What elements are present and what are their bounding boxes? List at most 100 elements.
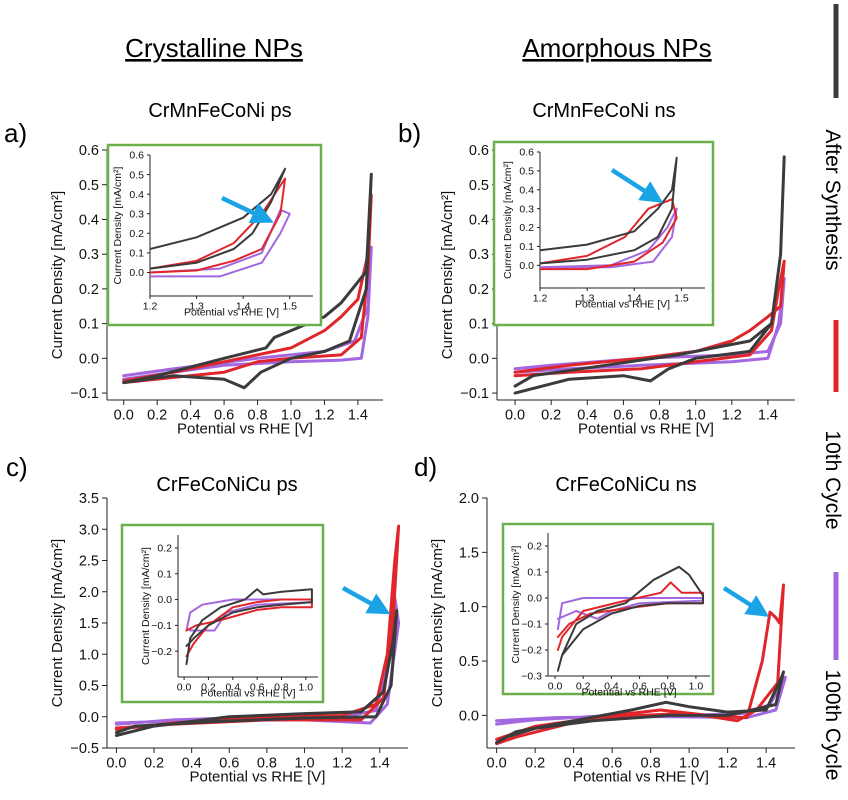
legend: After Synthesis 10th Cycle 100th Cycle xyxy=(821,4,844,780)
x-tick-label: 0.0 xyxy=(548,681,563,693)
y-tick-label: 0.3 xyxy=(79,247,99,263)
y-tick-label: 0.6 xyxy=(129,150,144,162)
x-tick-label: 1.2 xyxy=(332,756,352,772)
x-tick-label: 0.2 xyxy=(201,682,216,694)
y-tick-label: −0.1 xyxy=(151,620,172,632)
panel-c: 0.0 0.2 0.4 0.6 0.8 1.0 1.2 1.4 −0.5 0.0 0.5 1.0 1.5… xyxy=(49,491,408,786)
x-tick-label: 1.2 xyxy=(722,408,742,424)
y-tick-label: 0.1 xyxy=(519,241,534,253)
y-tick-label: 0.2 xyxy=(469,282,489,298)
inset-arrow-icon xyxy=(610,168,664,203)
y-axis-label: Current Density [mA/cm²] xyxy=(49,191,66,359)
y-tick-label: 1.0 xyxy=(459,600,479,616)
x-tick-label: 0.0 xyxy=(505,408,525,424)
y-tick-label: 0.1 xyxy=(469,317,489,333)
series-c100-curve xyxy=(150,208,291,278)
x-axis-label: Potential vs RHE [V] xyxy=(575,299,670,311)
inset-c: 0.0 0.2 0.4 0.6 0.8 1.0−0.2−0.10.00.10.2Poten… xyxy=(120,523,325,704)
y-tick-label: 0.5 xyxy=(129,169,144,181)
y-tick-label: 0.1 xyxy=(129,248,144,260)
panel-a-letter: a) xyxy=(4,118,27,148)
y-tick-label: 0.5 xyxy=(519,166,534,178)
y-tick-label: 0.2 xyxy=(157,543,172,555)
y-tick-label: 2.0 xyxy=(79,585,99,601)
y-tick-label: −0.5 xyxy=(70,741,99,757)
y-tick-label: 0.0 xyxy=(469,351,489,367)
x-tick-label: 1.2 xyxy=(314,408,334,424)
y-tick-label: 0.0 xyxy=(157,594,172,606)
x-tick-label: 0.6 xyxy=(219,756,239,772)
y-tick-label: 0.5 xyxy=(79,679,99,695)
x-tick-label: 0.4 xyxy=(564,756,584,772)
x-tick-label: 1.5 xyxy=(282,301,297,313)
y-tick-label: 0.1 xyxy=(527,567,542,579)
y-tick-label: −0.1 xyxy=(70,386,99,402)
series-after-curve xyxy=(185,588,313,666)
y-axis-label: Current Density [mA/cm²] xyxy=(429,539,446,707)
panel-b-title: CrMnFeCoNi ns xyxy=(532,100,675,122)
x-tick-label: 1.5 xyxy=(674,293,689,305)
y-axis-label: Current Density [mA/cm²] xyxy=(502,161,514,279)
y-tick-label: −0.2 xyxy=(151,646,172,658)
series-c10-curve xyxy=(150,177,287,274)
y-tick-label: 3.5 xyxy=(79,491,99,507)
y-tick-label: 0.4 xyxy=(519,184,534,196)
y-tick-label: −0.1 xyxy=(460,386,489,402)
x-tick-label: 0.0 xyxy=(106,756,126,772)
x-tick-label: 0.6 xyxy=(214,408,234,424)
y-tick-label: 2.5 xyxy=(79,554,99,570)
x-tick-label: 1.0 xyxy=(294,756,314,772)
y-tick-label: 0.0 xyxy=(79,710,99,726)
panel-c-title: CrFeCoNiCu ps xyxy=(156,474,297,496)
y-tick-label: 3.0 xyxy=(79,522,99,538)
y-tick-label: 0.2 xyxy=(79,282,99,298)
y-tick-label: 0.3 xyxy=(469,247,489,263)
x-tick-label: 1.0 xyxy=(281,408,301,424)
inset-arrow-icon xyxy=(221,195,274,224)
x-tick-label: 1.2 xyxy=(718,756,738,772)
y-tick-label: 0.6 xyxy=(519,147,534,159)
legend-label-100th: 100th Cycle xyxy=(821,670,844,781)
inset-b: 1.2 1.3 1.4 1.5 0.0 0.1 0.2 0.3 0.4 0.5 0.6 Potenti… xyxy=(492,140,715,327)
inset-frame xyxy=(106,143,323,327)
y-tick-label: 0.2 xyxy=(129,228,144,240)
y-tick-label: 0.3 xyxy=(519,203,534,215)
peak-arrow-icon xyxy=(722,586,770,617)
panel-a-title: CrMnFeCoNi ps xyxy=(148,100,291,122)
y-tick-label: −0.1 xyxy=(521,619,542,631)
panel-d-title: CrFeCoNiCu ns xyxy=(555,474,696,496)
x-tick-label: 0.8 xyxy=(257,756,277,772)
x-tick-label: 0.0 xyxy=(177,682,192,694)
panel-b: 0.0 0.2 0.4 0.6 0.8 1.0 1.2 1.4 −0.1 0.0 0.1 0.2 0.3… xyxy=(439,140,795,438)
peak-arrow-icon xyxy=(341,586,391,615)
x-tick-label: 0.2 xyxy=(541,408,561,424)
x-axis-label: Potential vs RHE [V] xyxy=(184,307,279,319)
x-tick-label: 0.8 xyxy=(649,408,669,424)
y-tick-label: 0.0 xyxy=(459,708,479,724)
x-axis-label: Potential vs RHE [V] xyxy=(190,769,326,786)
x-axis-label: Potential vs RHE [V] xyxy=(581,687,676,699)
y-tick-label: 0.0 xyxy=(527,593,542,605)
y-tick-label: 0.2 xyxy=(519,222,534,234)
y-tick-label: 0.0 xyxy=(79,351,99,367)
x-tick-label: 1.2 xyxy=(143,301,158,313)
x-tick-label: 1.3 xyxy=(580,293,595,305)
x-tick-label: 0.4 xyxy=(181,408,201,424)
y-axis-label: Current Density [mA/cm²] xyxy=(510,545,522,663)
panel-a: 0.0 0.2 0.4 0.6 0.8 1.0 1.2 1.4 −0.1 0.0 0.1 0.2 0.3… xyxy=(49,143,383,438)
header-amorphous: Amorphous NPs xyxy=(522,33,711,63)
series-after-curve xyxy=(556,565,704,672)
y-tick-label: 0.4 xyxy=(129,189,144,201)
x-tick-label: 1.3 xyxy=(189,301,204,313)
x-tick-label: 1.4 xyxy=(758,408,778,424)
x-tick-label: 0.6 xyxy=(632,681,647,693)
x-tick-label: 0.8 xyxy=(641,756,661,772)
y-tick-label: 0.5 xyxy=(79,178,99,194)
x-tick-label: 0.6 xyxy=(250,682,265,694)
series-after-curve xyxy=(114,609,399,737)
panel-d-letter: d) xyxy=(414,452,437,482)
y-tick-label: 0.3 xyxy=(129,208,144,220)
x-tick-label: 0.2 xyxy=(525,756,545,772)
y-tick-label: −0.2 xyxy=(521,645,542,657)
y-tick-label: 0.0 xyxy=(129,267,144,279)
